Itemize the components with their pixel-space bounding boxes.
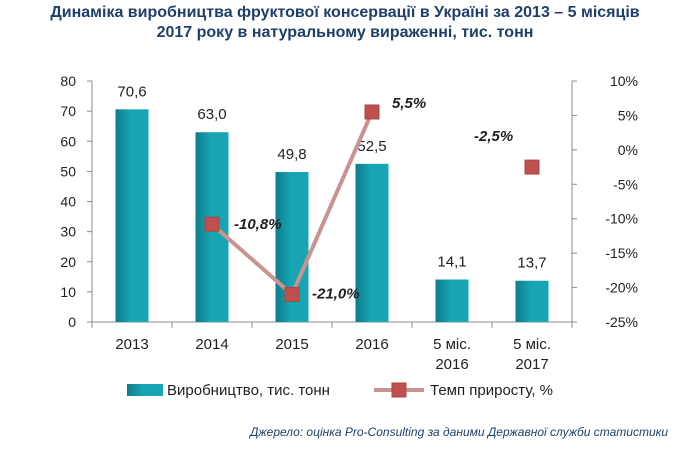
legend-line-label: Темп приросту, % <box>430 382 553 399</box>
growth-value-label: -2,5% <box>474 128 513 145</box>
y-left-tick-label: 60 <box>60 133 76 149</box>
y-right-tick-label: -10% <box>605 211 638 227</box>
legend-bar-label: Виробництво, тис. тонн <box>167 382 330 399</box>
bar <box>115 109 149 322</box>
chart-title-line-1: Динаміка виробництва фруктової консервац… <box>50 4 640 21</box>
y-right-tick-label: -20% <box>605 280 638 296</box>
y-left-tick-label: 10 <box>60 284 76 300</box>
growth-value-label: -21,0% <box>312 285 360 302</box>
bar <box>515 280 549 322</box>
x-tick-label: 2014 <box>195 336 228 353</box>
bar-value-label: 63,0 <box>197 106 226 123</box>
growth-value-label: 5,5% <box>392 95 426 112</box>
y-right-tick-label: -15% <box>605 245 638 261</box>
y-right-tick-label: 10% <box>610 73 638 89</box>
bar-value-label: 52,5 <box>357 138 386 155</box>
bar-value-label: 49,8 <box>277 146 306 163</box>
x-tick-label: 2016 <box>435 356 468 373</box>
x-tick-label: 2013 <box>115 336 148 353</box>
growth-marker <box>284 286 300 302</box>
y-right-tick-label: 5% <box>618 107 638 123</box>
bar <box>435 279 469 322</box>
y-left-tick-label: 50 <box>60 163 76 179</box>
growth-line-segment <box>210 222 294 296</box>
y-left-tick-label: 80 <box>60 73 76 89</box>
bar-value-label: 13,7 <box>517 255 546 272</box>
source-note: Джерело: оцінка Pro-Consulting за даними… <box>249 425 668 439</box>
legend-bar-swatch <box>127 384 163 396</box>
legend-line-marker <box>391 382 407 398</box>
y-right-tick-label: -5% <box>613 176 638 192</box>
growth-marker <box>364 104 380 120</box>
y-left-tick-label: 0 <box>68 314 76 330</box>
x-tick-label: 2015 <box>275 336 308 353</box>
x-tick-label: 5 міс. <box>433 336 471 353</box>
y-left-tick-label: 40 <box>60 194 76 210</box>
chart-title-line-2: 2017 року в натуральному вираженні, тис.… <box>156 24 534 41</box>
y-right-tick-label: 0% <box>618 142 638 158</box>
y-left-tick-label: 20 <box>60 254 76 270</box>
x-tick-label: 2016 <box>355 336 388 353</box>
y-right-tick-label: -25% <box>605 314 638 330</box>
bar-value-label: 70,6 <box>117 83 146 100</box>
x-tick-label: 2017 <box>515 356 548 373</box>
growth-value-label: -10,8% <box>234 216 282 233</box>
growth-marker <box>524 159 540 175</box>
growth-line-segment <box>290 111 374 296</box>
x-tick-label: 5 міс. <box>513 336 551 353</box>
y-left-tick-label: 30 <box>60 224 76 240</box>
chart-title: Динаміка виробництва фруктової консервац… <box>0 3 690 43</box>
bar-value-label: 14,1 <box>437 254 466 271</box>
growth-marker <box>204 216 220 232</box>
bar <box>355 163 389 322</box>
y-left-tick-label: 70 <box>60 103 76 119</box>
